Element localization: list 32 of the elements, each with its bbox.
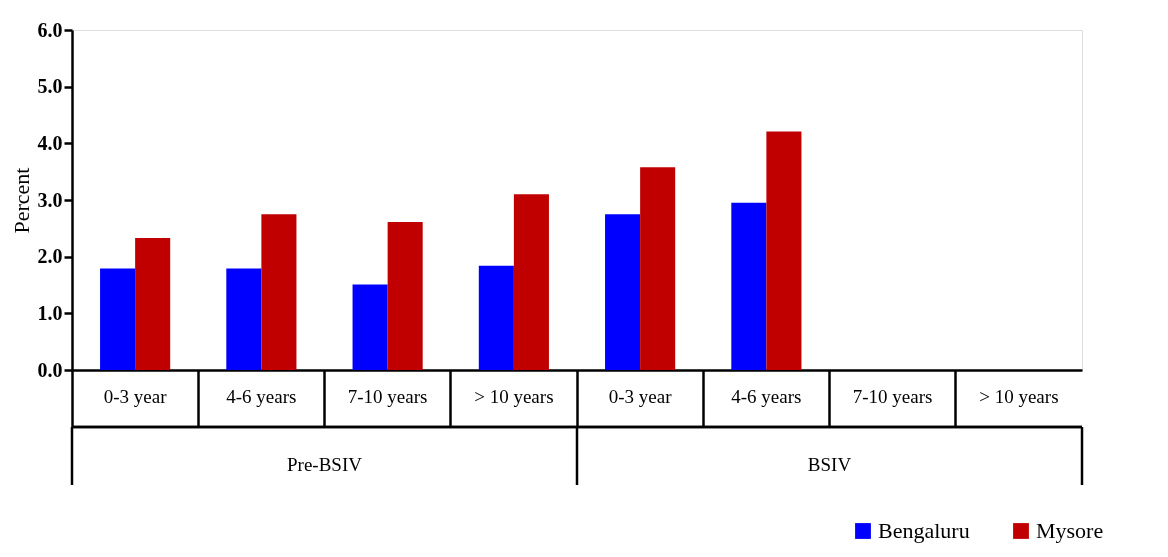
legend-label: Bengaluru: [878, 518, 970, 543]
bar: [352, 284, 388, 370]
x-tick-label: 7-10 years: [852, 385, 933, 407]
text: Pre-BSIV: [287, 454, 363, 475]
x-tick-label: 0-3 year: [103, 385, 168, 407]
x-tick-label: 4-6 years: [731, 385, 802, 407]
bar: [100, 268, 136, 370]
text: BSIV: [807, 454, 852, 475]
y-tick-label: 4.0: [37, 131, 63, 154]
bar: [766, 131, 802, 370]
y-axis-title: Percent: [8, 167, 34, 234]
y-tick-label: 1.0: [37, 301, 63, 324]
y-tick-label: 2.0: [37, 245, 63, 268]
bar: [605, 214, 641, 370]
y-tick-label: 6.0: [37, 18, 63, 41]
x-tick-label: 7-10 years: [347, 385, 428, 407]
bar: [478, 265, 514, 370]
bar: [261, 214, 297, 370]
x-tick-label: > 10 years: [979, 385, 1059, 407]
bar: [731, 202, 767, 370]
bar: [135, 237, 171, 370]
y-tick-label: 3.0: [37, 188, 63, 211]
bar: [640, 167, 676, 370]
x-tick-label: 0-3 year: [608, 385, 673, 407]
legend-label: Mysore: [1036, 518, 1104, 543]
y-tick-label: 0.0: [37, 358, 63, 381]
y-tick-label: 5.0: [37, 75, 63, 98]
x-tick-label: > 10 years: [474, 385, 554, 407]
bar: [513, 194, 549, 370]
bar: [226, 268, 262, 370]
x-tick-label: 4-6 years: [226, 385, 297, 407]
bar: [387, 222, 423, 370]
